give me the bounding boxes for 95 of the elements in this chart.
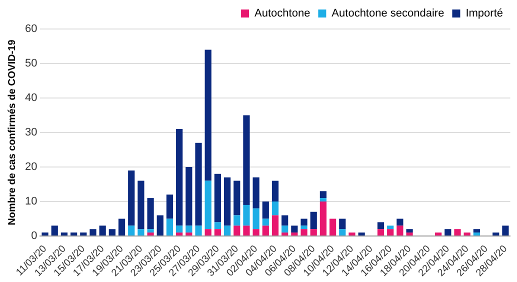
bar	[473, 229, 480, 233]
bar	[464, 232, 470, 236]
bar	[262, 226, 269, 236]
bar	[291, 232, 298, 236]
bar	[204, 50, 212, 181]
legend-label: Autochtone	[254, 8, 310, 20]
bar	[138, 229, 144, 236]
legend-label: Autochtone secondaire	[332, 8, 444, 20]
bar	[176, 129, 183, 226]
y-tick-label: 40	[24, 92, 38, 104]
bar	[502, 226, 509, 236]
bar	[348, 232, 356, 236]
bar	[70, 232, 78, 236]
bar	[186, 226, 192, 233]
bar	[272, 180, 279, 202]
bar	[186, 166, 192, 226]
y-tick-label: 50	[24, 58, 38, 70]
bar	[214, 222, 221, 230]
bar	[435, 232, 442, 236]
bar	[358, 232, 365, 236]
bar	[300, 229, 308, 236]
bar	[300, 218, 308, 226]
bar	[243, 204, 250, 226]
bar	[300, 226, 308, 230]
y-tick-label: 20	[24, 161, 38, 174]
bar	[310, 229, 317, 236]
bar	[243, 226, 250, 236]
bar	[138, 180, 144, 230]
bar	[320, 198, 327, 202]
bar	[377, 222, 384, 230]
bar	[234, 180, 240, 216]
bar	[473, 232, 480, 236]
bar	[272, 201, 279, 216]
bar	[492, 232, 500, 236]
bar	[90, 229, 96, 236]
bar	[195, 226, 202, 236]
bar	[147, 232, 154, 236]
bar	[214, 174, 221, 222]
bar	[60, 232, 68, 236]
bar	[118, 218, 126, 236]
bar	[243, 115, 250, 205]
bar	[80, 232, 87, 236]
bar	[128, 170, 135, 226]
bar	[262, 201, 269, 219]
y-axis-title: Nombre de cas confirmés de COVID-19	[6, 39, 18, 226]
bar	[186, 232, 192, 236]
bar	[166, 194, 174, 219]
bar	[252, 177, 260, 208]
bar	[406, 229, 413, 233]
y-tick-label: 60	[24, 23, 38, 36]
bar	[339, 229, 346, 236]
bar	[51, 226, 58, 236]
bar	[147, 229, 154, 233]
bar	[252, 229, 260, 236]
bar	[310, 212, 317, 230]
bar	[329, 218, 336, 236]
bar	[444, 229, 452, 236]
bar	[272, 215, 279, 236]
bar	[282, 215, 288, 226]
bar	[147, 198, 154, 230]
bar	[234, 215, 240, 226]
bar	[176, 232, 183, 236]
bar	[42, 232, 48, 236]
bar	[214, 229, 221, 236]
bar	[252, 208, 260, 230]
bar	[166, 218, 174, 236]
bar	[282, 232, 288, 236]
bar	[320, 191, 327, 198]
bar	[195, 142, 202, 226]
legend-label: Importé	[466, 8, 504, 20]
bar	[387, 229, 394, 236]
bar	[339, 218, 346, 230]
bar	[176, 226, 183, 233]
bar	[282, 226, 288, 233]
y-tick-label: 10	[24, 196, 38, 208]
bar	[99, 226, 106, 236]
bar	[224, 177, 231, 226]
bar	[406, 232, 413, 236]
bar	[291, 226, 298, 233]
bar	[320, 201, 327, 236]
bar	[224, 226, 231, 236]
y-tick-label: 0	[31, 230, 38, 242]
bar	[396, 226, 404, 236]
bar	[156, 215, 164, 236]
bar	[262, 218, 269, 226]
bar	[108, 229, 116, 236]
bar	[396, 218, 404, 226]
bar	[204, 229, 212, 236]
bar	[204, 180, 212, 230]
bar	[234, 226, 240, 236]
y-tick-label: 30	[24, 126, 38, 139]
bar	[387, 226, 394, 230]
bar	[128, 226, 135, 236]
bar	[377, 229, 384, 236]
bar	[454, 229, 461, 236]
